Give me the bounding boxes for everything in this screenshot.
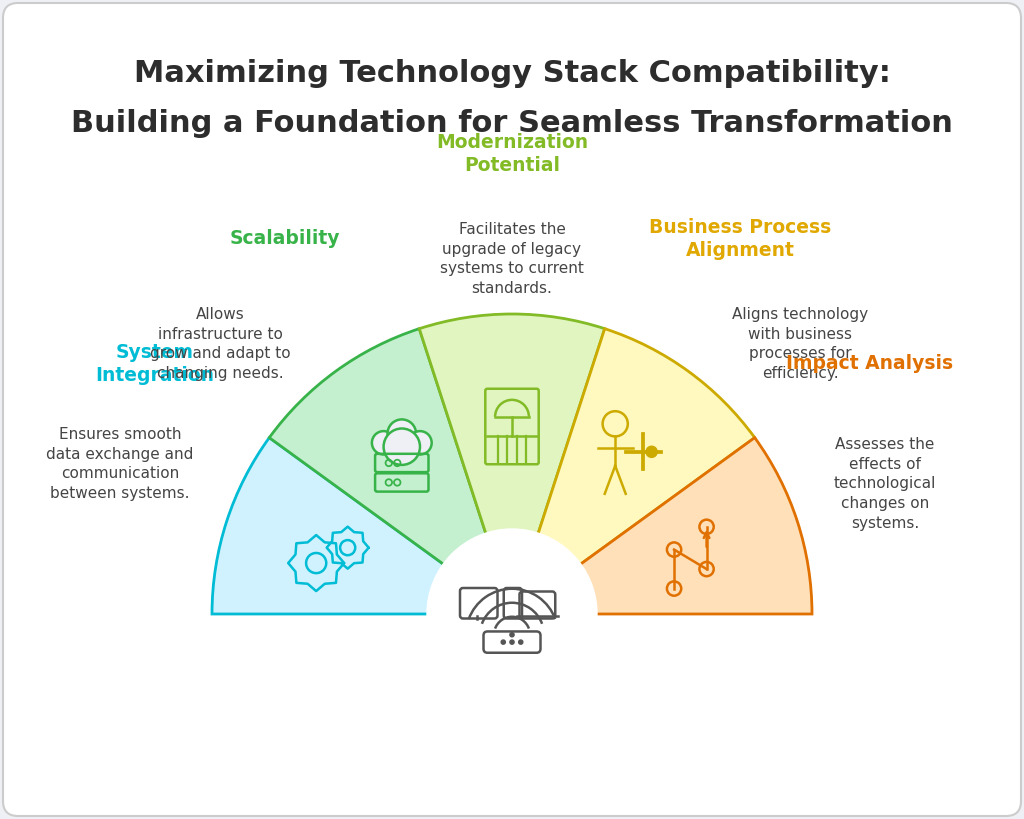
Wedge shape [537,328,755,567]
Text: Building a Foundation for Seamless Transformation: Building a Foundation for Seamless Trans… [71,110,953,138]
Circle shape [387,419,416,448]
Circle shape [518,640,523,645]
Circle shape [372,431,395,455]
Text: Facilitates the
upgrade of legacy
systems to current
standards.: Facilitates the upgrade of legacy system… [440,222,584,296]
Text: Allows
infrastructure to
grow and adapt to
changing needs.: Allows infrastructure to grow and adapt … [150,307,291,381]
Text: Scalability: Scalability [229,229,340,248]
Wedge shape [577,437,812,614]
Text: Ensures smooth
data exchange and
communication
between systems.: Ensures smooth data exchange and communi… [46,427,194,501]
Text: Modernization
Potential: Modernization Potential [436,133,588,175]
Wedge shape [269,328,487,567]
Circle shape [501,640,506,645]
Text: Assesses the
effects of
technological
changes on
systems.: Assesses the effects of technological ch… [834,437,936,531]
Text: System
Integration: System Integration [95,343,214,385]
Circle shape [645,446,657,458]
FancyBboxPatch shape [3,3,1021,816]
Circle shape [409,431,432,455]
Text: Maximizing Technology Stack Compatibility:: Maximizing Technology Stack Compatibilit… [133,60,891,88]
Text: Impact Analysis: Impact Analysis [786,355,953,373]
Circle shape [427,529,597,699]
Wedge shape [419,314,605,538]
Text: Aligns technology
with business
processes for
efficiency.: Aligns technology with business processe… [732,307,868,381]
Text: Business Process
Alignment: Business Process Alignment [649,218,831,260]
Wedge shape [212,437,447,614]
Circle shape [384,428,420,465]
Circle shape [510,640,514,645]
Circle shape [510,632,514,637]
